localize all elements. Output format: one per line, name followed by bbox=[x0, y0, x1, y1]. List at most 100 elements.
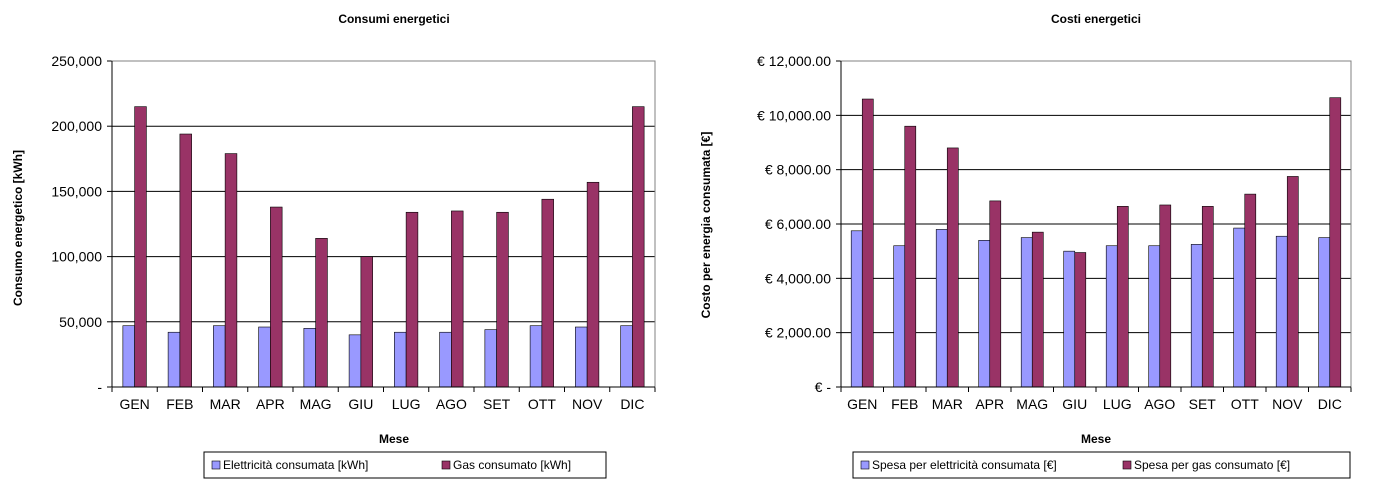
legend-box bbox=[203, 451, 607, 479]
y-tick-label: € 4,000.00 bbox=[765, 270, 831, 286]
bar-series1 bbox=[303, 328, 316, 388]
bar-series1 bbox=[575, 326, 588, 388]
gridlines bbox=[112, 60, 655, 323]
bar-series2 bbox=[946, 147, 959, 388]
bar-series2 bbox=[586, 181, 600, 388]
bar-series1 bbox=[348, 334, 362, 388]
gridlines bbox=[841, 60, 1351, 334]
bar-series2 bbox=[904, 125, 917, 388]
x-tick-label: FEB bbox=[166, 396, 193, 412]
bar-series1 bbox=[1318, 237, 1331, 388]
bar-series2 bbox=[1201, 206, 1214, 388]
x-tick-label: APR bbox=[256, 396, 285, 412]
bar-series1 bbox=[213, 325, 226, 388]
bar-series1 bbox=[1020, 237, 1033, 388]
x-tick-label: DIC bbox=[620, 396, 644, 412]
bar-series2 bbox=[1244, 193, 1257, 388]
legend: Elettricità consumata [kWh] Gas consumato… bbox=[203, 451, 607, 479]
x-tick-label: AGO bbox=[436, 396, 467, 412]
x-axis-label: Mese bbox=[1081, 432, 1111, 446]
bar-series1 bbox=[620, 325, 633, 388]
x-tick-label: MAR bbox=[932, 396, 963, 412]
legend: Spesa per elettricità consumata [€] Spesa… bbox=[852, 451, 1351, 479]
bar-series1 bbox=[484, 329, 497, 388]
bar-series1 bbox=[529, 325, 543, 388]
chart-costi-energetici: Costi energetici Mese Costo per energia … bbox=[688, 0, 1375, 488]
bar-series1 bbox=[850, 230, 863, 388]
x-axis-label: Mese bbox=[379, 432, 409, 446]
y-tick-label: € - bbox=[815, 379, 832, 395]
y-tick-label: 50,000 bbox=[59, 314, 102, 330]
x-tick-label: GEN bbox=[847, 396, 877, 412]
x-tick-label: NOV bbox=[1272, 396, 1303, 412]
x-tick-label: MAG bbox=[300, 396, 332, 412]
x-tick-label: GEN bbox=[119, 396, 149, 412]
bar-series2 bbox=[451, 210, 464, 388]
bar-series2 bbox=[405, 211, 419, 388]
bar-series1 bbox=[167, 331, 181, 388]
x-tick-label: OTT bbox=[1231, 396, 1259, 412]
bar-series2 bbox=[1031, 231, 1044, 388]
bar-series2 bbox=[496, 211, 509, 388]
legend-swatch bbox=[860, 460, 870, 470]
bar-series2 bbox=[861, 98, 874, 388]
axes: - 50,000 100,000 150,000 200,000 250,000 GEN FE… bbox=[51, 53, 656, 412]
x-tick-label: SET bbox=[1189, 396, 1217, 412]
x-tick-label: GIU bbox=[348, 396, 373, 412]
bar-series2 bbox=[315, 238, 328, 388]
legend-swatch bbox=[1122, 460, 1132, 470]
y-tick-label: 200,000 bbox=[51, 118, 102, 134]
legend-label: Spesa per gas consumato [€] bbox=[1134, 458, 1290, 472]
y-tick-label: 100,000 bbox=[51, 249, 102, 265]
y-tick-label: € 8,000.00 bbox=[765, 162, 831, 178]
bar-series1 bbox=[1275, 235, 1288, 388]
bar-series2 bbox=[1329, 97, 1342, 388]
x-tick-label: MAR bbox=[210, 396, 241, 412]
bar-series1 bbox=[439, 331, 452, 388]
legend-box bbox=[852, 451, 1351, 479]
chart-consumi-svg: Consumi energetici Mese Consumo energeti… bbox=[11, 12, 656, 479]
legend-swatch bbox=[211, 460, 221, 470]
y-tick-label: 250,000 bbox=[51, 53, 102, 69]
y-tick-label: 150,000 bbox=[51, 183, 102, 199]
x-tick-label: MAG bbox=[1016, 396, 1048, 412]
x-tick-label: FEB bbox=[891, 396, 918, 412]
plot-area-border bbox=[111, 60, 656, 388]
bar-series2 bbox=[989, 200, 1002, 388]
chart-costi-svg: Costi energetici Mese Costo per energia … bbox=[699, 12, 1352, 479]
y-axis-label: Consumo energetico [kWh] bbox=[11, 150, 25, 306]
y-tick-label: € 6,000.00 bbox=[765, 216, 831, 232]
bar-series2 bbox=[632, 106, 645, 388]
bar-series1 bbox=[1063, 250, 1076, 388]
bar-series1 bbox=[258, 326, 271, 388]
y-tick-label: € 12,000.00 bbox=[757, 53, 831, 69]
bar-series2 bbox=[1159, 204, 1172, 388]
bar-series2 bbox=[224, 153, 238, 388]
bar-series1 bbox=[935, 229, 948, 388]
bar-series2 bbox=[179, 133, 192, 388]
y-tick-label: € 10,000.00 bbox=[757, 107, 831, 123]
bar-series1 bbox=[893, 245, 906, 388]
x-tick-label: APR bbox=[975, 396, 1004, 412]
axes: € - € 2,000.00 € 4,000.00 € 6,000.00 € 8,000… bbox=[757, 53, 1352, 412]
bars bbox=[850, 97, 1342, 388]
chart-title: Costi energetici bbox=[1051, 12, 1141, 26]
bar-series1 bbox=[122, 325, 135, 388]
x-tick-label: NOV bbox=[572, 396, 603, 412]
x-tick-label: SET bbox=[483, 396, 511, 412]
x-tick-label: LUG bbox=[392, 396, 421, 412]
x-tick-label: LUG bbox=[1103, 396, 1132, 412]
bar-series2 bbox=[360, 256, 373, 388]
bar-series1 bbox=[1233, 227, 1246, 388]
bar-series1 bbox=[394, 331, 407, 388]
legend-label: Gas consumato [kWh] bbox=[453, 458, 571, 472]
bar-series2 bbox=[1074, 252, 1087, 388]
y-axis-label: Costo per energia consumata [€] bbox=[699, 132, 713, 319]
bars bbox=[122, 106, 645, 388]
chart-title: Consumi energetici bbox=[338, 12, 449, 26]
x-tick-label: DIC bbox=[1318, 396, 1342, 412]
y-tick-label: € 2,000.00 bbox=[765, 325, 831, 341]
bar-series1 bbox=[1105, 245, 1118, 388]
bar-series2 bbox=[1286, 176, 1299, 388]
x-tick-label: OTT bbox=[528, 396, 556, 412]
